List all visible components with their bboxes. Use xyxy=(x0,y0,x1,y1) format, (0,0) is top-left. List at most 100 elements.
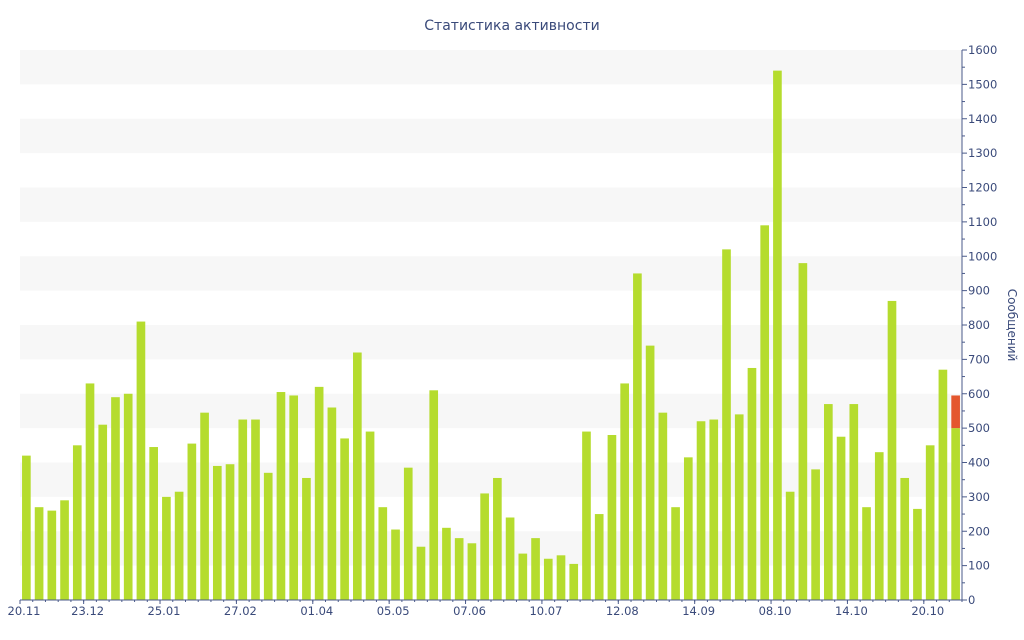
y-tick-label: 1100 xyxy=(968,215,997,229)
bar xyxy=(327,407,337,600)
x-tick-label: 27.02 xyxy=(224,604,257,618)
bar xyxy=(824,404,833,600)
bar xyxy=(60,500,69,600)
bar xyxy=(862,507,871,600)
y-tick-label: 700 xyxy=(968,352,990,366)
grid-band xyxy=(20,393,962,429)
bar xyxy=(709,419,719,600)
bar xyxy=(353,352,362,600)
bar xyxy=(722,249,731,600)
bar xyxy=(633,273,642,600)
bar xyxy=(85,383,95,600)
bar xyxy=(836,436,846,600)
y-axis-ticks: 0 100 200 300 400 500 600 700 800 900 1000 1100 1200… xyxy=(962,43,997,607)
bar xyxy=(569,563,579,600)
chart-title: Статистика активности xyxy=(424,18,599,34)
x-tick-label: 08.10 xyxy=(759,604,792,618)
bar xyxy=(429,390,439,600)
bar xyxy=(505,517,515,600)
grid-band xyxy=(20,118,962,154)
bar xyxy=(162,496,171,600)
bar xyxy=(785,491,795,600)
bar xyxy=(251,419,260,600)
bar xyxy=(747,367,757,600)
bar xyxy=(187,443,197,600)
grid-band xyxy=(20,325,962,360)
bar xyxy=(925,445,935,600)
bar xyxy=(696,421,706,600)
y-tick-label: 600 xyxy=(968,387,990,401)
y-tick-label: 1400 xyxy=(968,112,997,126)
bar xyxy=(938,369,948,600)
bar xyxy=(289,395,299,600)
bar xyxy=(531,538,540,600)
bar xyxy=(263,472,273,600)
y-axis-label: Сообщений xyxy=(1005,289,1019,362)
y-tick-label: 300 xyxy=(968,490,990,504)
bar xyxy=(645,345,655,600)
bar-series xyxy=(22,70,960,600)
y-tick-label: 500 xyxy=(968,421,990,435)
bar xyxy=(98,424,108,600)
x-tick-label: 25.01 xyxy=(148,604,181,618)
bar xyxy=(314,386,324,600)
bar xyxy=(734,414,744,600)
bar xyxy=(111,397,120,600)
x-tick-label: 20.10 xyxy=(911,604,944,618)
bar xyxy=(22,455,31,600)
bar xyxy=(773,70,782,600)
x-tick-label: 05.05 xyxy=(377,604,410,618)
bar-highlight xyxy=(951,395,960,429)
bar xyxy=(123,393,133,600)
bar xyxy=(276,392,286,600)
bar xyxy=(849,404,859,600)
grid-band xyxy=(20,462,962,497)
bar xyxy=(416,546,426,600)
bar xyxy=(582,431,591,600)
bar xyxy=(149,447,158,600)
grid-band xyxy=(20,50,962,85)
bar xyxy=(556,555,566,600)
bar xyxy=(543,558,553,600)
bar xyxy=(480,493,489,600)
bar xyxy=(518,553,528,600)
x-tick-label: 20.11 xyxy=(8,604,41,618)
bar xyxy=(951,428,960,600)
y-tick-label: 800 xyxy=(968,318,990,332)
bar xyxy=(47,510,57,600)
y-tick-label: 400 xyxy=(968,456,990,470)
bar xyxy=(798,263,808,600)
y-tick-label: 1300 xyxy=(968,146,997,160)
bar xyxy=(900,477,910,600)
bar xyxy=(454,538,464,600)
x-tick-label: 14.10 xyxy=(835,604,868,618)
bar xyxy=(212,465,222,600)
bar xyxy=(811,469,820,600)
bar xyxy=(887,300,897,600)
bar xyxy=(671,507,680,600)
bar xyxy=(658,412,668,600)
bar xyxy=(238,419,248,600)
bar xyxy=(136,321,146,600)
bar xyxy=(200,412,209,600)
y-tick-label: 900 xyxy=(968,284,990,298)
y-tick-label: 1600 xyxy=(968,43,997,57)
y-tick-label: 0 xyxy=(968,593,975,607)
x-tick-label: 14.09 xyxy=(682,604,715,618)
bar xyxy=(174,491,184,600)
bar xyxy=(403,467,413,600)
bar xyxy=(874,452,884,600)
bar xyxy=(365,431,375,600)
bar xyxy=(467,543,477,600)
bar xyxy=(225,464,235,600)
bar xyxy=(34,507,44,600)
grid-band xyxy=(20,531,962,566)
grid-band xyxy=(20,256,962,291)
y-tick-label: 1200 xyxy=(968,181,997,195)
bar xyxy=(913,508,922,600)
bar xyxy=(340,438,349,600)
bar xyxy=(302,477,311,600)
grid-bands xyxy=(20,50,962,566)
